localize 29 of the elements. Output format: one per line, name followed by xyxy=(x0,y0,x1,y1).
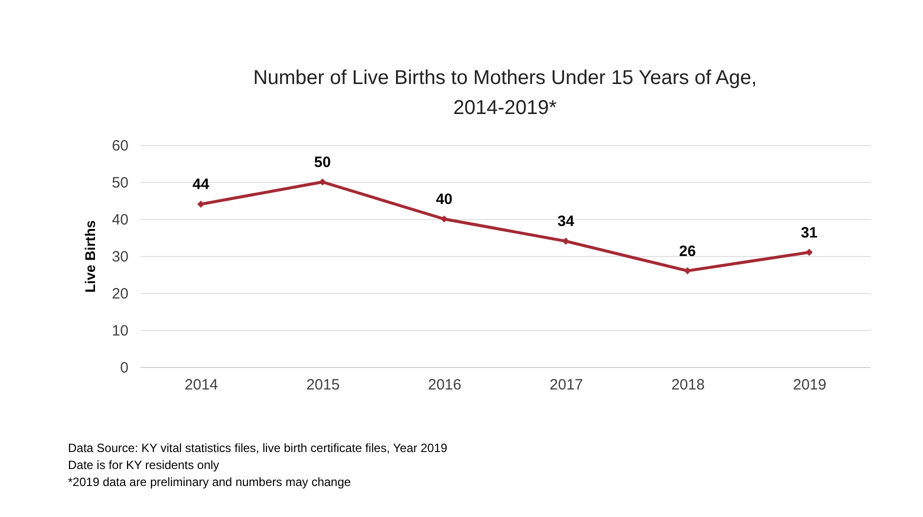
x-tick-label: 2016 xyxy=(428,376,462,394)
y-tick-label: 40 xyxy=(112,212,128,228)
data-label: 40 xyxy=(436,191,453,208)
y-tick-label: 60 xyxy=(112,138,128,154)
point xyxy=(562,238,570,245)
y-tick-label: 50 xyxy=(112,174,128,192)
x-tick-label: 2015 xyxy=(306,376,340,394)
data-label: 50 xyxy=(314,154,331,171)
x-tick-label: 2017 xyxy=(550,376,584,394)
point xyxy=(806,248,813,256)
text: *2019 data are preliminary and numbers may change xyxy=(68,474,352,491)
y-tick-label: 20 xyxy=(112,286,128,302)
point xyxy=(440,215,448,223)
x-tick-label: 2014 xyxy=(184,376,218,394)
data-label: 31 xyxy=(800,224,818,242)
y-tick-label: 30 xyxy=(112,248,128,266)
x-tick-label: 2018 xyxy=(671,376,705,394)
y-tick-label: 0 xyxy=(120,360,128,376)
data-label: 26 xyxy=(679,242,696,260)
data-label: 34 xyxy=(557,213,575,230)
point xyxy=(197,200,204,208)
text: Date is for KY residents only xyxy=(68,457,220,474)
data-label: 44 xyxy=(192,176,210,194)
y-axis-title: Live Births xyxy=(82,220,98,293)
chart-title: Number of Live Births to Mothers Under 15 Years of Age, 2014-2019* xyxy=(253,67,757,119)
source-note: Data Source: KY vital statistics files, live birth certificate files, Year 2019 xyxy=(68,440,448,457)
x-tick-label: 2019 xyxy=(792,376,826,394)
point xyxy=(684,267,692,274)
y-tick-label: 10 xyxy=(112,322,128,340)
